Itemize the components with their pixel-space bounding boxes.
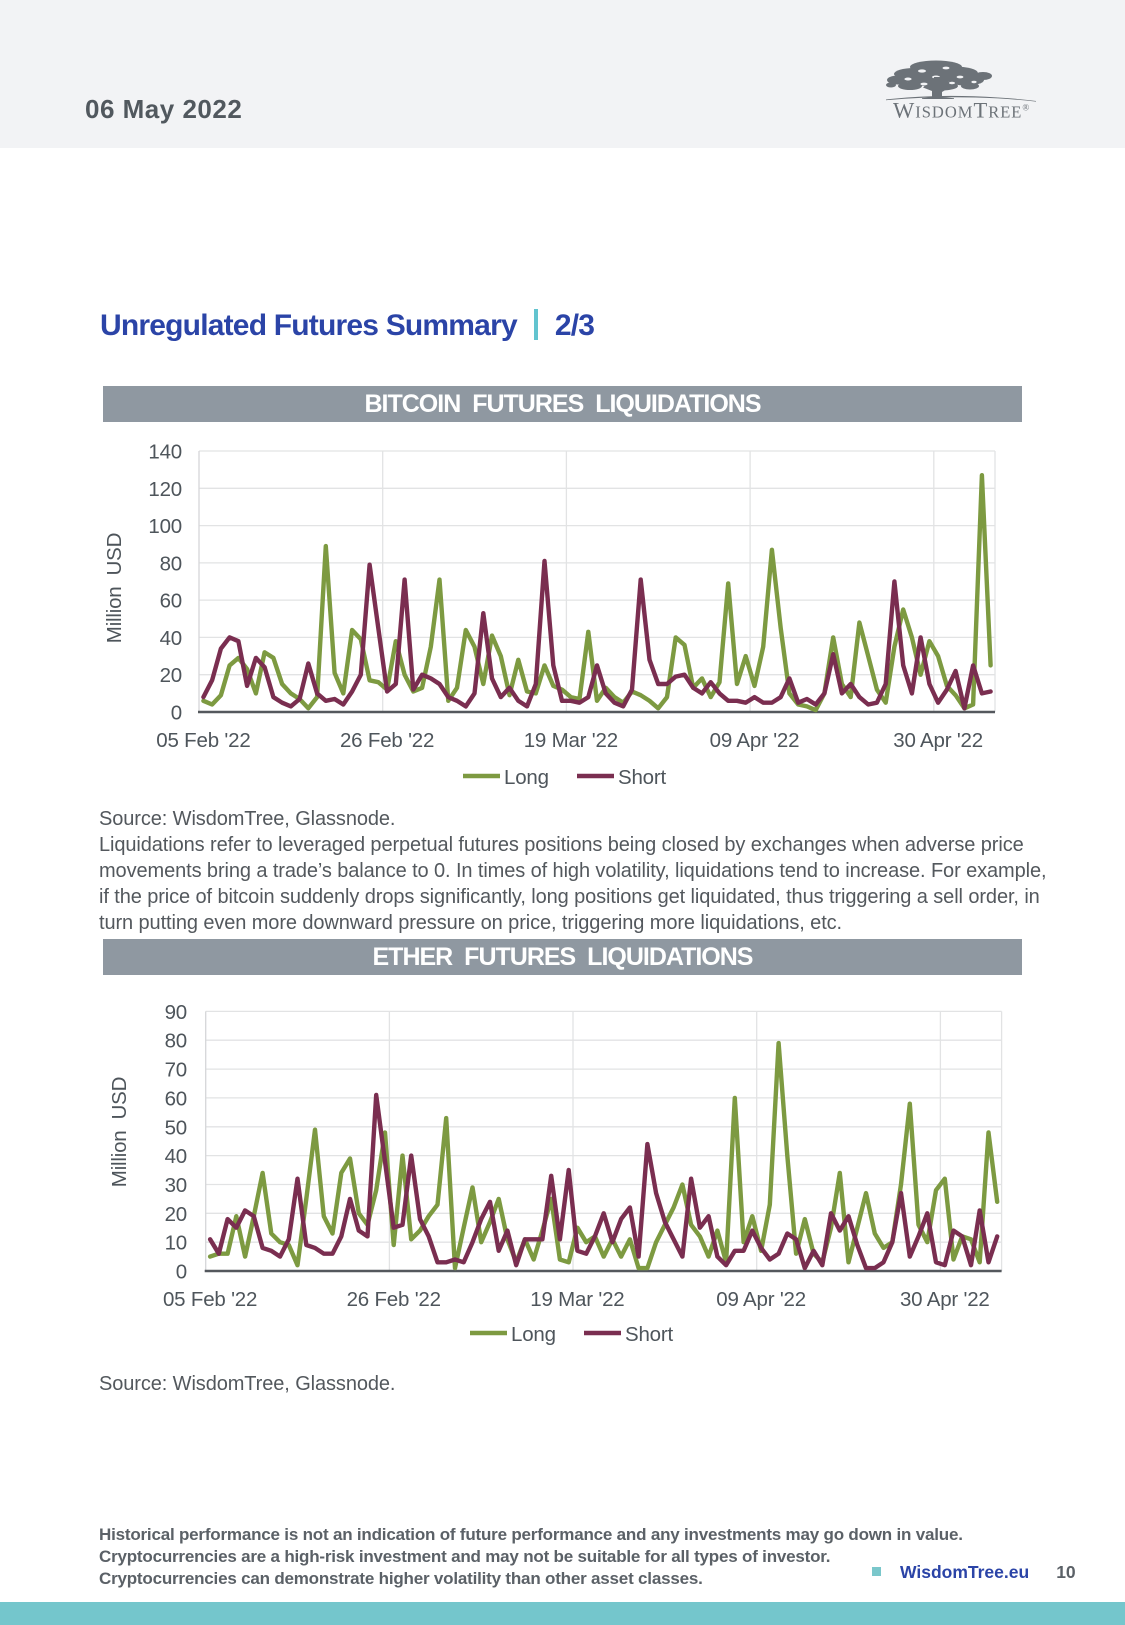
svg-text:Short: Short bbox=[618, 766, 667, 789]
svg-text:90: 90 bbox=[165, 1001, 187, 1024]
svg-text:40: 40 bbox=[165, 1145, 187, 1168]
svg-text:Long: Long bbox=[511, 1323, 556, 1346]
svg-text:19 Mar '22: 19 Mar '22 bbox=[524, 729, 618, 752]
svg-text:26 Feb '22: 26 Feb '22 bbox=[340, 729, 434, 752]
svg-text:09 Apr '22: 09 Apr '22 bbox=[716, 1288, 806, 1311]
svg-text:Short: Short bbox=[625, 1323, 674, 1346]
svg-text:26 Feb '22: 26 Feb '22 bbox=[347, 1288, 441, 1311]
svg-text:40: 40 bbox=[160, 627, 182, 650]
svg-text:70: 70 bbox=[165, 1059, 187, 1082]
svg-text:60: 60 bbox=[160, 590, 182, 613]
svg-text:Million USD: Million USD bbox=[103, 533, 126, 643]
svg-text:10: 10 bbox=[165, 1232, 187, 1255]
svg-text:19 Mar '22: 19 Mar '22 bbox=[530, 1288, 624, 1311]
svg-text:80: 80 bbox=[160, 552, 182, 575]
svg-text:Million USD: Million USD bbox=[108, 1077, 131, 1187]
svg-text:140: 140 bbox=[148, 441, 182, 464]
svg-text:30: 30 bbox=[165, 1174, 187, 1197]
svg-text:50: 50 bbox=[165, 1116, 187, 1139]
svg-text:0: 0 bbox=[176, 1261, 187, 1284]
svg-text:30 Apr '22: 30 Apr '22 bbox=[893, 729, 983, 752]
svg-text:WISDOMTREE®: WISDOMTREE® bbox=[893, 98, 1030, 123]
svg-text:05 Feb '22: 05 Feb '22 bbox=[156, 729, 250, 752]
svg-text:05 Feb '22: 05 Feb '22 bbox=[163, 1288, 257, 1311]
svg-text:30 Apr '22: 30 Apr '22 bbox=[900, 1288, 990, 1311]
svg-text:100: 100 bbox=[148, 515, 182, 538]
svg-text:60: 60 bbox=[165, 1087, 187, 1110]
svg-text:80: 80 bbox=[165, 1030, 187, 1053]
svg-text:09 Apr '22: 09 Apr '22 bbox=[710, 729, 800, 752]
svg-text:20: 20 bbox=[160, 664, 182, 687]
svg-text:Long: Long bbox=[504, 766, 549, 789]
svg-text:120: 120 bbox=[148, 478, 182, 501]
svg-text:0: 0 bbox=[171, 702, 182, 725]
svg-text:20: 20 bbox=[165, 1203, 187, 1226]
